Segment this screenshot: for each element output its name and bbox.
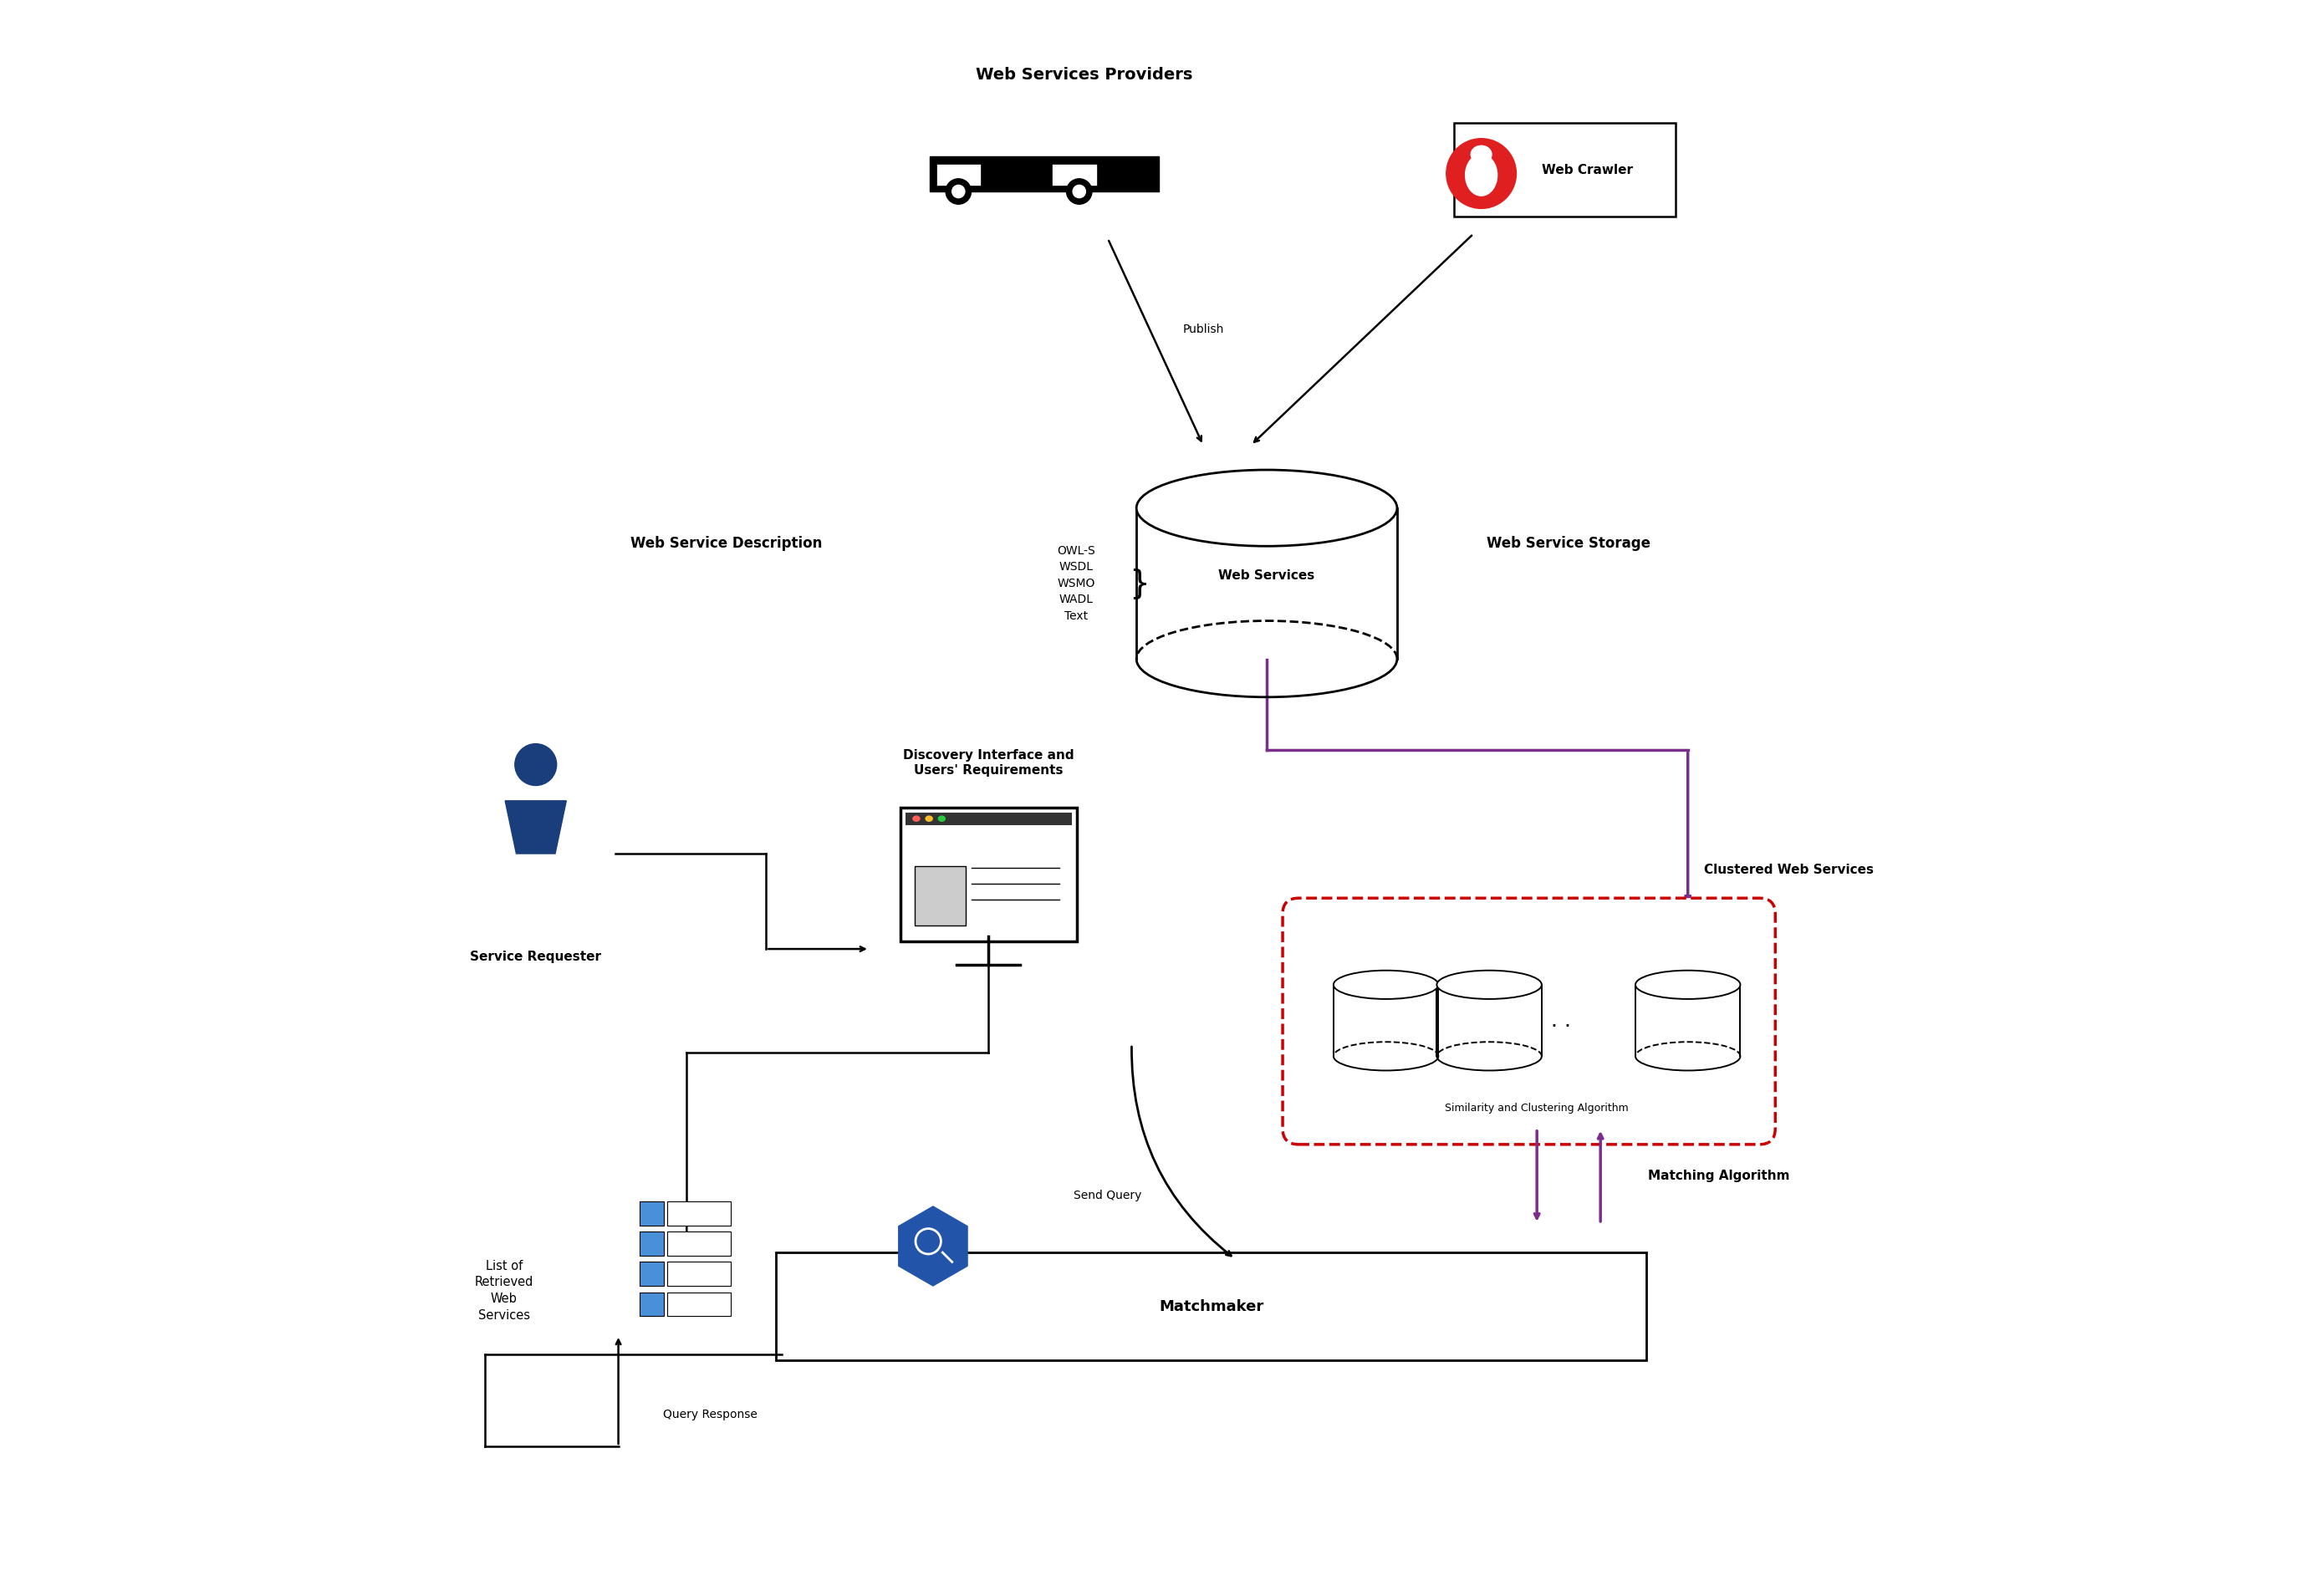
Ellipse shape (515, 744, 557, 785)
Text: }: } (1130, 568, 1151, 600)
Bar (929, 156, 1158, 192)
Bar (640, 1232, 663, 1256)
Ellipse shape (1137, 469, 1398, 546)
Ellipse shape (924, 816, 934, 822)
Bar (936, 163, 982, 187)
Bar (668, 1232, 730, 1256)
Text: Discovery Interface and
Users' Requirements: Discovery Interface and Users' Requireme… (904, 750, 1075, 777)
Text: Web Crawler: Web Crawler (1541, 164, 1634, 177)
Text: Web Services: Web Services (1218, 570, 1315, 583)
Text: . .: . . (1551, 1010, 1571, 1031)
FancyBboxPatch shape (1454, 123, 1675, 217)
Bar (668, 1202, 730, 1226)
Text: Publish: Publish (1183, 324, 1225, 335)
Text: Matching Algorithm: Matching Algorithm (1648, 1170, 1789, 1183)
Text: List of
Retrieved
Web
Services: List of Retrieved Web Services (474, 1259, 534, 1321)
Bar (668, 1262, 730, 1286)
Ellipse shape (1072, 185, 1086, 198)
Bar (640, 1293, 663, 1317)
Text: Matchmaker: Matchmaker (1158, 1299, 1264, 1314)
Ellipse shape (1333, 970, 1437, 999)
Bar (1333, 985, 1437, 1057)
Ellipse shape (913, 816, 920, 822)
Ellipse shape (1636, 970, 1740, 999)
Bar (1437, 985, 1541, 1057)
Bar (640, 1262, 663, 1286)
Bar (668, 1293, 730, 1317)
Text: Send Query: Send Query (1075, 1189, 1142, 1202)
Ellipse shape (952, 185, 964, 198)
Text: Query Response: Query Response (663, 1409, 758, 1420)
Ellipse shape (1470, 145, 1491, 163)
Text: Web Service Storage: Web Service Storage (1486, 536, 1650, 551)
Bar (1052, 163, 1098, 187)
Bar (906, 812, 1072, 825)
Ellipse shape (1447, 139, 1516, 209)
Bar (1636, 985, 1740, 1057)
Text: Service Requester: Service Requester (469, 951, 601, 962)
Ellipse shape (1437, 970, 1541, 999)
Ellipse shape (1065, 179, 1091, 204)
Polygon shape (506, 801, 566, 854)
Ellipse shape (945, 179, 971, 204)
Ellipse shape (938, 816, 945, 822)
Bar (640, 1202, 663, 1226)
FancyBboxPatch shape (915, 867, 966, 926)
Text: Web Services Providers: Web Services Providers (975, 67, 1192, 83)
Bar (1137, 508, 1398, 659)
Ellipse shape (1465, 155, 1498, 196)
Text: Similarity and Clustering Algorithm: Similarity and Clustering Algorithm (1444, 1103, 1629, 1114)
Text: OWL-S
WSDL
WSMO
WADL
Text: OWL-S WSDL WSMO WADL Text (1056, 544, 1095, 622)
FancyBboxPatch shape (776, 1253, 1645, 1360)
Text: Web Service Description: Web Service Description (631, 536, 823, 551)
Polygon shape (899, 1207, 968, 1286)
FancyBboxPatch shape (1283, 899, 1775, 1144)
Text: Clustered Web Services: Clustered Web Services (1703, 863, 1874, 876)
FancyBboxPatch shape (901, 808, 1077, 942)
